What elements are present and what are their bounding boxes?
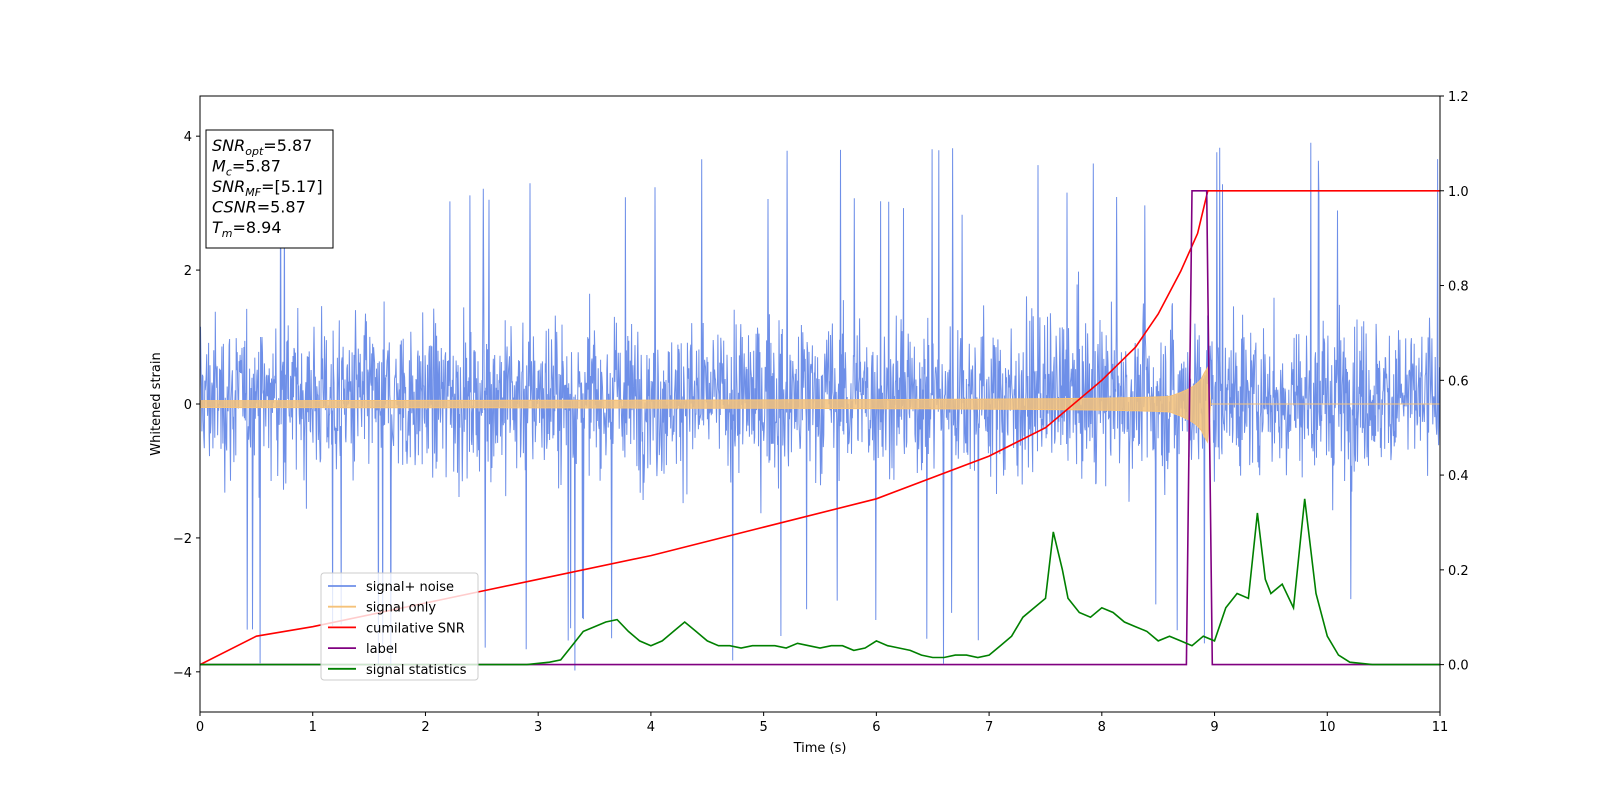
x-tick-label: 11	[1432, 720, 1449, 735]
legend-label: signal statistics	[366, 663, 467, 678]
x-tick-label: 10	[1319, 720, 1336, 735]
series-signal-only	[200, 366, 1440, 444]
x-tick-label: 4	[647, 720, 655, 735]
left-y-tick-label: 2	[184, 264, 192, 279]
left-y-tick-label: −2	[173, 532, 192, 547]
annotation-line: SNRMF=[5.17]	[212, 177, 323, 199]
legend: signal+ noise signal only cumilative SNR la…	[320, 572, 479, 681]
annotation-line: CSNR=5.87	[212, 198, 306, 217]
snr-annotation-box: SNRopt=5.87Mc=5.87SNRMF=[5.17]CSNR=5.87T…	[205, 129, 334, 249]
legend-label: signal only	[366, 601, 436, 616]
left-y-tick-label: 4	[184, 130, 192, 145]
annotation-line: Tm=8.94	[212, 218, 282, 240]
line-signal-statistics	[200, 498, 1440, 666]
annotation-line: SNRopt=5.87	[212, 136, 312, 158]
legend-label: signal+ noise	[366, 580, 454, 595]
left-y-tick-label: 0	[184, 398, 192, 413]
y-axis-label: Whitened strain	[149, 352, 164, 455]
left-y-tick-label: −4	[173, 666, 192, 681]
legend-label: cumilative SNR	[366, 621, 465, 636]
right-y-tick-label: 0.4	[1448, 469, 1469, 484]
x-tick-label: 3	[534, 720, 542, 735]
right-y-tick-label: 0.8	[1448, 280, 1469, 295]
x-tick-label: 8	[1098, 720, 1106, 735]
x-axis-label: Time (s)	[793, 741, 847, 756]
line-label	[200, 190, 1440, 666]
right-y-tick-label: 1.0	[1448, 185, 1469, 200]
x-tick-label: 7	[985, 720, 993, 735]
legend-frame	[320, 572, 479, 681]
x-tick-label: 9	[1210, 720, 1218, 735]
right-y-tick-label: 1.2	[1448, 90, 1469, 105]
line-signal-only	[200, 366, 1440, 444]
left-y-axis-ticks: −4 −2 0 2 4	[173, 130, 200, 681]
line-signal-plus-noise	[200, 138, 1440, 671]
x-tick-label: 6	[872, 720, 880, 735]
x-tick-label: 0	[196, 720, 204, 735]
x-axis-ticks: 0 1 2 3 4 5 6 7 8 9 10 11	[196, 712, 1448, 735]
x-tick-label: 5	[759, 720, 767, 735]
x-tick-label: 1	[309, 720, 317, 735]
legend-label: label	[366, 642, 397, 657]
right-y-tick-label: 0.6	[1448, 374, 1469, 389]
annotation-line: Mc=5.87	[212, 157, 281, 179]
right-y-tick-label: 0.0	[1448, 659, 1469, 674]
right-y-axis-ticks: 0.0 0.2 0.4 0.6 0.8 1.0 1.2	[1440, 90, 1469, 674]
annotation-frame	[205, 129, 334, 249]
right-y-tick-label: 0.2	[1448, 564, 1469, 579]
x-tick-label: 2	[421, 720, 429, 735]
series-signal-plus-noise	[200, 138, 1440, 671]
